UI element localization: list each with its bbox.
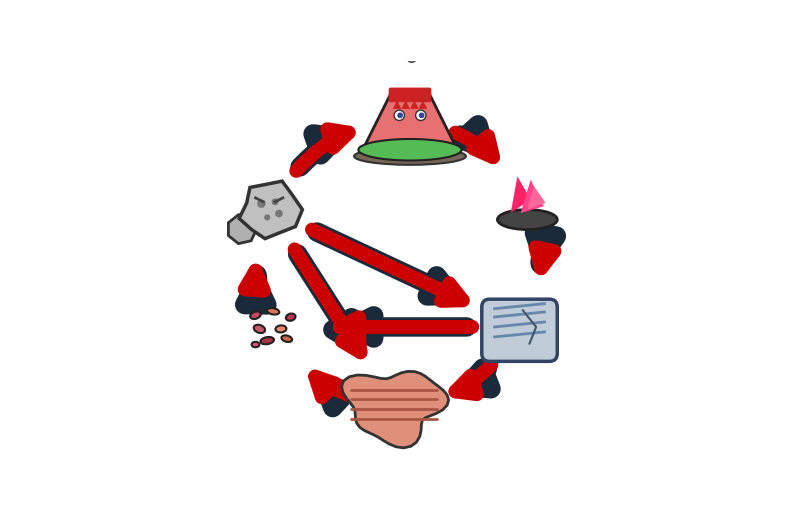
FancyBboxPatch shape — [389, 87, 431, 102]
Ellipse shape — [354, 148, 466, 165]
Polygon shape — [402, 100, 410, 109]
Ellipse shape — [498, 210, 558, 230]
Circle shape — [398, 113, 402, 117]
FancyBboxPatch shape — [482, 299, 558, 361]
Ellipse shape — [267, 308, 279, 314]
Ellipse shape — [286, 313, 295, 321]
Polygon shape — [510, 176, 530, 213]
Polygon shape — [521, 180, 544, 213]
Ellipse shape — [358, 139, 462, 161]
Circle shape — [411, 40, 419, 48]
Ellipse shape — [254, 325, 265, 333]
Ellipse shape — [282, 335, 292, 342]
Circle shape — [272, 199, 278, 205]
Ellipse shape — [250, 311, 261, 319]
Polygon shape — [393, 100, 402, 109]
Circle shape — [418, 47, 426, 55]
Polygon shape — [239, 181, 302, 239]
Polygon shape — [229, 215, 257, 244]
Circle shape — [258, 200, 265, 207]
Circle shape — [407, 53, 417, 62]
Circle shape — [403, 44, 414, 54]
Circle shape — [394, 110, 405, 120]
Polygon shape — [418, 100, 427, 109]
Circle shape — [276, 210, 282, 216]
Polygon shape — [410, 100, 418, 109]
Ellipse shape — [261, 337, 274, 344]
Polygon shape — [362, 94, 458, 150]
Circle shape — [265, 215, 270, 220]
Polygon shape — [527, 186, 546, 210]
Circle shape — [398, 51, 406, 59]
Ellipse shape — [275, 325, 286, 332]
Circle shape — [415, 110, 426, 120]
Polygon shape — [342, 371, 449, 448]
Ellipse shape — [251, 342, 259, 347]
Circle shape — [419, 113, 424, 117]
